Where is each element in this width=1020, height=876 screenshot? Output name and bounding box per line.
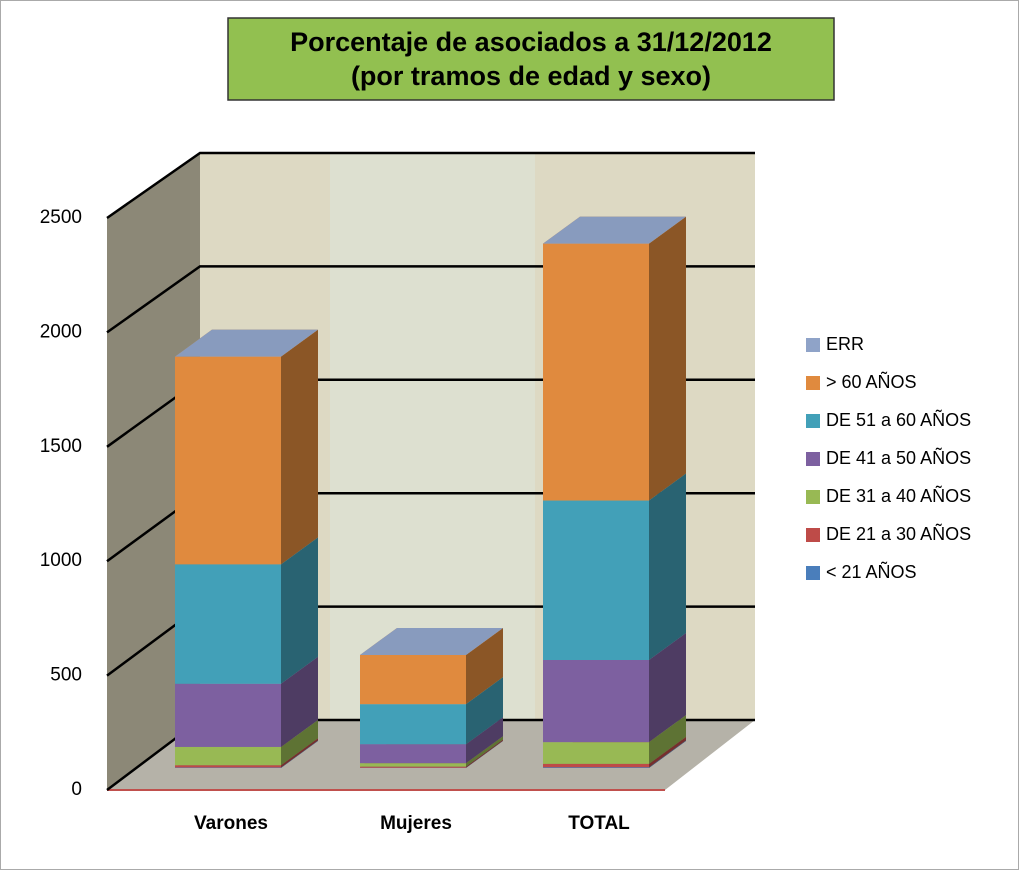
legend-label: DE 51 a 60 AÑOS: [826, 409, 971, 430]
legend-swatch: [806, 376, 820, 390]
bar-front: [360, 767, 466, 768]
bar-segment: [175, 330, 318, 565]
legend-label: ERR: [826, 334, 864, 354]
bar-front: [360, 655, 466, 704]
legend-label: < 21 AÑOS: [826, 561, 917, 582]
bar-side: [649, 474, 686, 660]
bar-front: [360, 704, 466, 744]
bar-front: [543, 764, 649, 767]
legend-swatch: [806, 338, 820, 352]
bar-front: [543, 660, 649, 742]
y-tick-label: 2500: [40, 207, 82, 228]
bar-front: [543, 501, 649, 660]
legend-swatch: [806, 528, 820, 542]
y-tick-label: 2000: [40, 321, 82, 342]
bar-front: [175, 747, 281, 765]
y-tick-label: 1000: [40, 550, 82, 571]
bar-segment: [543, 474, 686, 660]
bar-front: [360, 763, 466, 766]
y-tick-label: 1500: [40, 436, 82, 457]
legend-swatch: [806, 566, 820, 580]
legend-label: > 60 AÑOS: [826, 371, 917, 392]
x-tick-label: Varones: [194, 813, 268, 834]
bar-front: [175, 357, 281, 565]
chart-title: Porcentaje de asociados a 31/12/2012: [290, 27, 772, 57]
bar-front: [543, 244, 649, 501]
legend-swatch: [806, 452, 820, 466]
x-tick-label: TOTAL: [568, 813, 630, 834]
bar-front: [543, 767, 649, 768]
bar-segment: [543, 217, 686, 501]
bar-side: [649, 217, 686, 501]
chart-title: (por tramos de edad y sexo): [351, 61, 711, 91]
bar-front: [175, 684, 281, 747]
bar-front: [360, 744, 466, 763]
legend-label: DE 31 a 40 AÑOS: [826, 485, 971, 506]
bar-side: [281, 330, 318, 565]
bar-front: [543, 742, 649, 764]
x-tick-label: Mujeres: [380, 813, 452, 834]
legend-swatch: [806, 414, 820, 428]
legend-swatch: [806, 490, 820, 504]
y-tick-label: 500: [50, 665, 82, 686]
y-tick-label: 0: [71, 779, 82, 800]
legend-label: DE 41 a 50 AÑOS: [826, 447, 971, 468]
bar-front: [175, 564, 281, 683]
bar-front: [175, 765, 281, 767]
legend-label: DE 21 a 30 AÑOS: [826, 523, 971, 544]
